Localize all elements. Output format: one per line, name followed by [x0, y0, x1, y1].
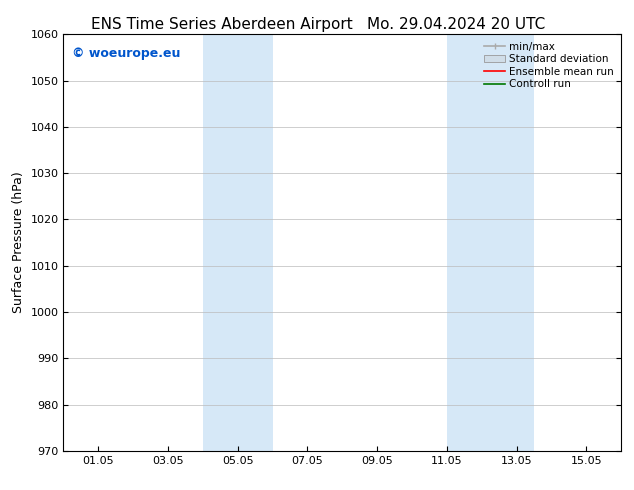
- Legend: min/max, Standard deviation, Ensemble mean run, Controll run: min/max, Standard deviation, Ensemble me…: [482, 40, 616, 92]
- Text: Mo. 29.04.2024 20 UTC: Mo. 29.04.2024 20 UTC: [367, 17, 546, 32]
- Bar: [203, 34, 273, 451]
- Y-axis label: Surface Pressure (hPa): Surface Pressure (hPa): [12, 172, 25, 314]
- Text: ENS Time Series Aberdeen Airport: ENS Time Series Aberdeen Airport: [91, 17, 353, 32]
- Text: © woeurope.eu: © woeurope.eu: [72, 47, 180, 60]
- Bar: [447, 34, 534, 451]
